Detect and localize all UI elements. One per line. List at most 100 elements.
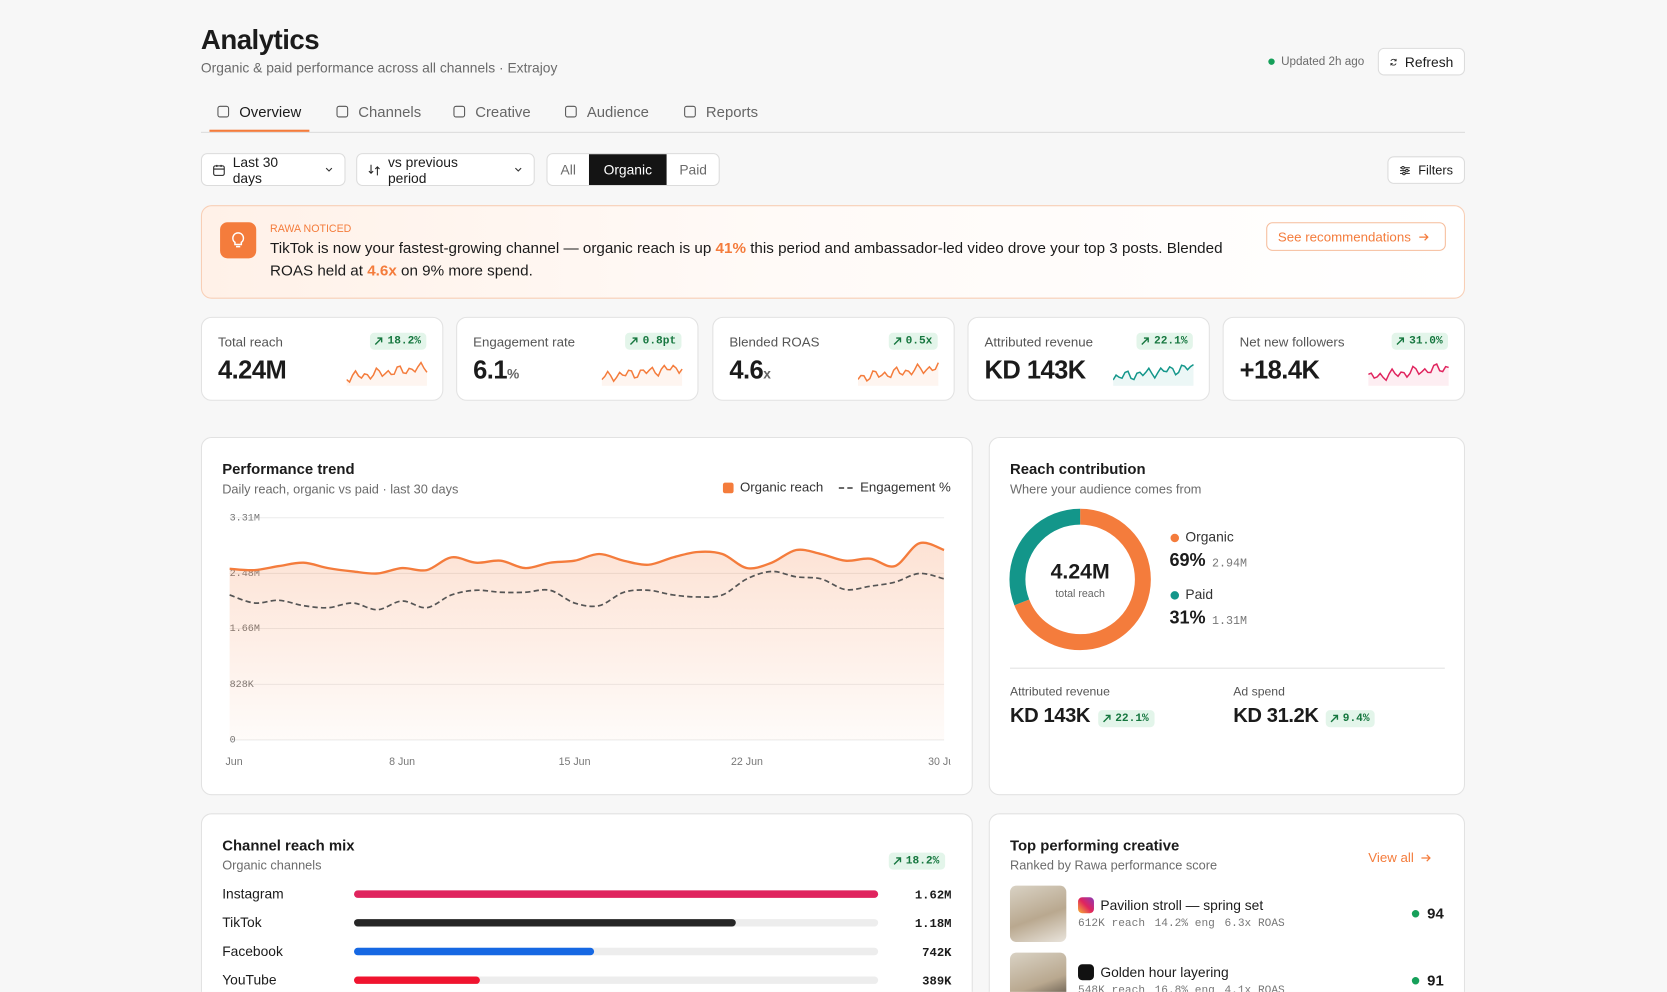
refresh-button[interactable]: Refresh [1377,47,1466,76]
card-subtitle: Where your audience comes from [1009,481,1202,497]
arrow [1103,714,1111,723]
view-all[interactable]: View all [1368,850,1431,866]
kpi-card: Engagement rate 6.1% 0.8pt [456,316,699,401]
tab-icon [453,105,466,118]
arrow-icon [375,337,383,345]
view-all-label: View all [1368,850,1414,866]
trend-card: Performance trend Daily reach, organic v… [200,436,973,796]
divider [1009,667,1445,669]
kpi-value: KD 143K [984,356,1086,386]
arrow [630,337,639,345]
kpi-label: Blended ROAS [729,334,820,350]
stat: 548K reach [1078,984,1146,992]
score: 94 [1427,904,1444,922]
kpi-card: Net new followers +18.4K 31.0% [1222,316,1466,401]
filters-button[interactable]: Filters [1387,156,1466,184]
sparkline [857,362,940,386]
creative-title: Golden hour layering [1100,964,1229,981]
change-value: 31.0% [1409,334,1443,348]
recommendations-button[interactable]: See recommendations [1266,222,1446,251]
text: on 9% more spend. [396,262,533,280]
icon-shape [217,105,230,118]
kpi-label: Total reach [217,334,283,350]
date-range[interactable]: Last 30 days [200,153,346,187]
text: this period and ambassador-led video dro… [270,240,1223,280]
change-badge: 31.0% [1392,332,1448,350]
compare[interactable]: vs previous period [356,153,535,187]
card-title: Channel reach mix [222,836,355,854]
card-subtitle: Daily reach, organic vs paid · last 30 d… [222,481,459,497]
change-value: 18.2% [387,334,422,348]
change-badge: 22.1% [1137,332,1193,350]
status-dot [1268,58,1275,65]
metric-value: KD 143K [1009,704,1091,728]
segment-active[interactable]: Organic [588,154,667,185]
thumbnail [1009,952,1067,992]
sparkline-area [857,362,939,386]
segment[interactable]: Paid [679,161,708,178]
sparkline-line [1368,363,1449,382]
filters-label: Filters [1418,162,1453,178]
score-dot [1411,910,1420,918]
card-title: Reach contribution [1009,460,1146,478]
tab[interactable]: Reports [705,103,759,121]
date-range-label: Last 30 days [232,153,279,186]
status: Updated 2h ago [1281,55,1365,69]
change-badge: 18.2% [370,332,427,350]
channel-label: Facebook [222,943,283,959]
channel-label: TikTok [222,914,262,931]
change-badge: 22.1% [1098,710,1155,728]
segment[interactable]: All [560,161,576,178]
channel-card: Channel reach mix Organic channels [200,813,973,992]
channel-label: Instagram [222,885,284,902]
kpi-card: Attributed revenue KD 143K 22.1% [967,316,1210,401]
tab-icon [684,105,696,118]
chevron [325,167,333,172]
kpi-label: Net new followers [1239,334,1345,350]
insight-text: TikTok is now your fastest-growing chann… [270,238,1248,283]
change-value: 18.2% [905,854,940,868]
segment-control: All Organic Paid [546,153,720,187]
insight-label: RAWA NOTICED [270,223,352,235]
kpi-value: 4.24M [218,356,287,386]
kpi-card: Total reach 4.24M 18.2% [200,316,444,401]
icon [1390,58,1397,65]
sparkline [346,361,428,386]
sparkline-line [857,362,940,383]
sparkline-area [601,365,683,386]
sparkline-area [1113,364,1194,386]
contribution-card: Reach contribution Where your audience c… [988,436,1466,796]
kpi-number: +18.4K [1239,356,1320,385]
arrow-icon [1396,337,1405,345]
icon-shape [684,105,696,118]
change-value: 9.4% [1342,712,1370,726]
arrow-icon [1141,337,1150,345]
platform-icon [1078,897,1094,914]
sparkline [1368,363,1449,386]
platform-icon [1078,964,1094,981]
tab-icon [565,105,577,118]
card-subtitle: Ranked by Rawa performance score [1009,857,1218,873]
stat: 16.8% eng [1154,984,1215,992]
tab[interactable]: Channels [358,103,422,121]
highlight: 41% [715,240,746,258]
chevron [515,167,522,172]
tab[interactable]: Audience [586,103,649,121]
tab[interactable]: Overview [239,103,302,121]
kpi-value: 4.6x [729,356,771,386]
kpi-number: 6.1 [473,356,507,385]
stat: 14.2% eng [1154,917,1215,931]
change-value: 22.1% [1154,334,1188,348]
highlight: 4.6x [367,262,397,280]
icon-shape [453,105,466,118]
tab[interactable]: Creative [475,103,531,121]
tab-icon [217,105,230,118]
change-badge: 0.5x [888,332,938,350]
kpi-number: 4.6 [729,356,764,385]
change-value: 0.8pt [642,334,677,348]
icon [1419,232,1429,241]
arrow-icon [1330,714,1339,723]
icon-shape [336,105,349,118]
